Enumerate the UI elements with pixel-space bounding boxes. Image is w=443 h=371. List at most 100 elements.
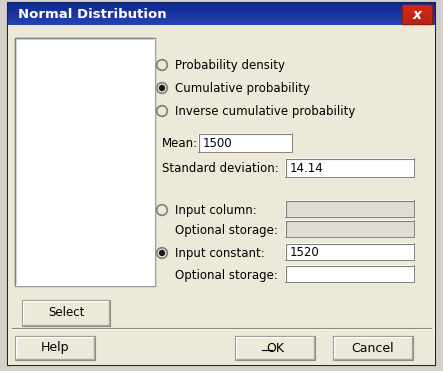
Bar <box>8 8 435 9</box>
Bar <box>8 16 435 17</box>
Bar <box>285 243 414 260</box>
Text: Optional storage:: Optional storage: <box>175 223 278 236</box>
Text: OK: OK <box>266 341 284 355</box>
Text: Input column:: Input column: <box>175 204 257 217</box>
Bar <box>403 7 431 8</box>
Bar <box>16 337 94 359</box>
Text: 14.14: 14.14 <box>290 161 324 174</box>
Circle shape <box>156 59 167 70</box>
Bar <box>8 4 435 5</box>
Bar <box>8 15 435 16</box>
Text: x: x <box>412 7 421 22</box>
Bar <box>8 23 435 24</box>
Bar <box>403 18 431 19</box>
Bar <box>8 17 435 18</box>
Bar <box>8 6 435 7</box>
Bar <box>8 11 435 12</box>
Circle shape <box>159 85 164 91</box>
Bar <box>236 337 314 359</box>
Bar <box>8 20 435 21</box>
Bar <box>15 336 95 360</box>
Bar <box>403 13 431 14</box>
Circle shape <box>156 204 167 216</box>
Circle shape <box>156 105 167 116</box>
Bar <box>199 134 292 152</box>
Bar <box>403 12 431 13</box>
Bar <box>8 14 435 15</box>
Bar <box>334 337 412 359</box>
Bar <box>403 23 431 24</box>
Circle shape <box>159 250 164 256</box>
Text: Optional storage:: Optional storage: <box>175 269 278 282</box>
Circle shape <box>156 82 167 93</box>
Circle shape <box>158 60 167 69</box>
Text: Select: Select <box>48 306 84 319</box>
Bar <box>235 336 315 360</box>
Bar <box>333 336 413 360</box>
Bar <box>403 20 431 21</box>
Bar <box>198 133 292 152</box>
Bar <box>236 337 315 360</box>
Bar <box>22 300 110 326</box>
Text: Normal Distribution: Normal Distribution <box>18 7 167 20</box>
Bar <box>286 266 414 282</box>
Bar <box>403 9 431 10</box>
Bar <box>403 11 431 12</box>
Circle shape <box>158 106 167 115</box>
Circle shape <box>158 206 167 214</box>
Bar <box>286 221 414 237</box>
Bar <box>8 22 435 23</box>
Bar <box>285 265 415 283</box>
Bar <box>285 265 414 282</box>
Bar <box>403 14 431 15</box>
Bar <box>16 337 95 360</box>
Bar <box>286 159 414 177</box>
Text: Help: Help <box>41 341 69 355</box>
Bar <box>286 244 414 260</box>
Bar <box>403 19 431 20</box>
Bar <box>333 336 413 360</box>
Bar <box>8 5 435 6</box>
Bar <box>198 133 293 153</box>
Bar <box>285 220 415 238</box>
Bar <box>15 38 155 286</box>
Text: 1500: 1500 <box>203 137 233 150</box>
Bar <box>22 300 110 326</box>
Bar <box>8 9 435 10</box>
Text: Cumulative probability: Cumulative probability <box>175 82 310 95</box>
Circle shape <box>158 249 167 257</box>
Bar <box>285 243 415 261</box>
Bar <box>403 17 431 18</box>
Bar <box>403 15 431 16</box>
Bar <box>403 10 431 11</box>
Bar <box>8 10 435 11</box>
Bar <box>8 24 435 25</box>
Bar <box>15 336 95 360</box>
Text: Mean:: Mean: <box>162 137 198 150</box>
Bar <box>402 5 432 24</box>
Circle shape <box>158 83 167 92</box>
Bar <box>15 38 155 286</box>
Bar <box>23 301 110 326</box>
Bar <box>403 21 431 22</box>
Bar <box>23 301 109 325</box>
Text: Standard deviation:: Standard deviation: <box>162 161 279 174</box>
Bar <box>285 158 414 177</box>
Bar <box>285 158 415 178</box>
Text: Probability density: Probability density <box>175 59 285 72</box>
Circle shape <box>156 247 167 259</box>
Bar <box>334 337 413 360</box>
Bar <box>8 18 435 19</box>
Bar <box>286 201 414 217</box>
Text: Cancel: Cancel <box>352 341 394 355</box>
Text: Inverse cumulative probability: Inverse cumulative probability <box>175 105 355 118</box>
Bar <box>8 7 435 8</box>
Bar <box>235 336 315 360</box>
Text: 1520: 1520 <box>290 246 320 259</box>
Bar <box>403 5 431 6</box>
Bar <box>285 220 414 237</box>
Bar <box>285 200 415 218</box>
Bar <box>8 3 435 4</box>
Bar <box>8 12 435 13</box>
Text: Input constant:: Input constant: <box>175 246 265 259</box>
